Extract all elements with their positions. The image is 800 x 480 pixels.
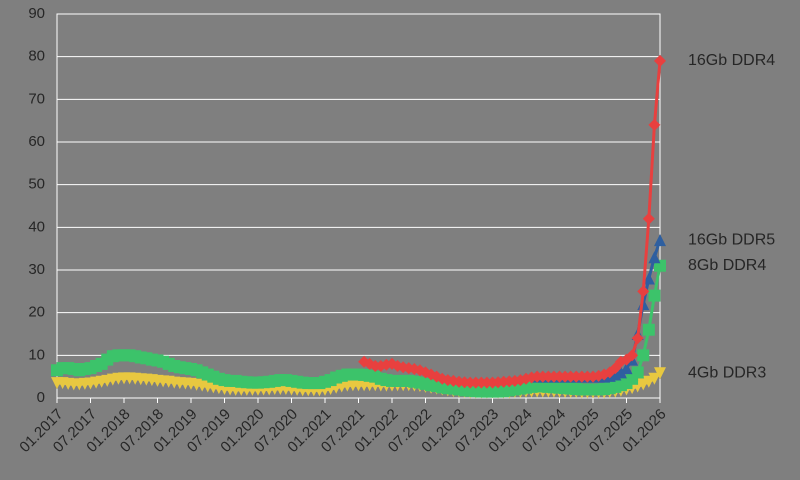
marker — [637, 349, 650, 362]
series-label: 4Gb DDR3 — [688, 364, 766, 381]
plot-area — [56, 13, 661, 399]
marker — [626, 349, 639, 362]
marker — [654, 234, 666, 247]
marker — [631, 366, 644, 379]
marker — [648, 289, 661, 302]
marker — [642, 323, 655, 336]
marker — [648, 372, 661, 385]
marker — [614, 366, 627, 379]
y-tick-label: 90 — [28, 5, 45, 22]
y-tick-label: 50 — [28, 176, 45, 193]
marker — [642, 272, 655, 285]
y-tick-label: 70 — [28, 90, 45, 107]
marker — [637, 285, 650, 298]
series-label: 8Gb DDR4 — [688, 257, 766, 274]
y-tick-label: 60 — [28, 133, 45, 150]
marker — [648, 118, 661, 131]
series-label: 16Gb DDR5 — [688, 231, 775, 248]
y-tick-label: 40 — [28, 218, 45, 235]
marker — [654, 54, 666, 67]
y-tick-label: 30 — [28, 261, 45, 278]
marker — [648, 251, 661, 264]
y-tick-label: 20 — [28, 304, 45, 321]
series-label: 16Gb DDR4 — [688, 52, 775, 69]
y-tick-label: 10 — [28, 346, 45, 363]
marker — [620, 362, 633, 375]
y-tick-label: 0 — [37, 389, 45, 406]
marker — [654, 367, 666, 380]
marker — [642, 212, 655, 225]
marker — [631, 332, 644, 345]
y-tick-label: 80 — [28, 48, 45, 65]
